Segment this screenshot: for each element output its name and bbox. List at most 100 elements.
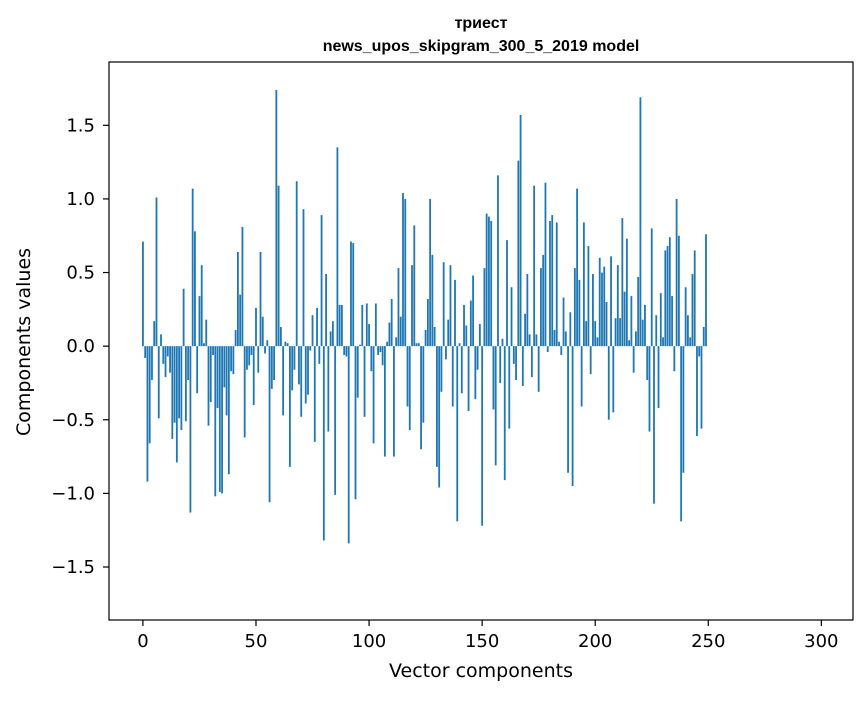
bar <box>162 346 165 364</box>
bar <box>558 341 560 347</box>
bar <box>603 266 606 347</box>
bar <box>449 265 452 347</box>
bar <box>533 185 536 347</box>
bar <box>607 346 610 420</box>
bar <box>372 346 375 444</box>
bar <box>298 346 300 385</box>
bar <box>338 304 341 347</box>
bar <box>440 346 443 392</box>
bar <box>151 346 153 381</box>
bar <box>512 346 515 364</box>
bar <box>605 301 608 347</box>
bar <box>506 240 508 347</box>
bar <box>370 346 373 372</box>
bar <box>625 238 628 347</box>
bar <box>277 185 280 347</box>
bar <box>655 315 658 347</box>
bar <box>155 197 158 347</box>
bar <box>273 346 275 381</box>
bar <box>684 287 687 347</box>
bar <box>309 346 312 351</box>
bar <box>637 276 640 347</box>
bar <box>171 346 174 439</box>
bar <box>399 316 402 347</box>
bar <box>693 250 696 347</box>
bar <box>374 303 377 347</box>
bar <box>187 346 190 381</box>
bar <box>268 346 271 503</box>
x-tick-label: 200 <box>578 631 612 652</box>
bar <box>144 346 147 358</box>
bar <box>148 346 151 444</box>
bar <box>408 346 411 431</box>
bar <box>191 188 194 347</box>
bar <box>497 175 499 347</box>
bar <box>553 329 556 347</box>
bar <box>383 346 386 457</box>
bar <box>481 346 484 526</box>
bar <box>510 287 513 347</box>
bar <box>429 198 432 347</box>
bar <box>653 346 655 504</box>
bar <box>237 251 239 347</box>
bar <box>413 225 416 347</box>
bar <box>592 274 594 347</box>
bar <box>397 268 400 347</box>
x-tick-label: 300 <box>804 631 838 652</box>
bar <box>537 346 540 392</box>
bar <box>363 346 366 417</box>
bar <box>463 304 465 347</box>
bar <box>635 331 637 347</box>
bar <box>415 343 418 347</box>
bar <box>327 346 330 432</box>
bar <box>499 346 502 383</box>
bar <box>682 346 685 473</box>
bar <box>560 346 563 355</box>
bar <box>246 346 248 370</box>
y-tick-label: 0.0 <box>66 336 95 357</box>
bar <box>616 265 619 347</box>
bar <box>214 346 217 497</box>
bar <box>207 346 210 426</box>
x-tick-label: 100 <box>352 631 386 652</box>
bar <box>598 257 601 347</box>
bar <box>442 262 445 347</box>
bar <box>526 274 529 347</box>
bar <box>142 241 144 347</box>
bar <box>361 304 364 347</box>
bar <box>261 316 264 347</box>
bar <box>454 279 456 347</box>
bar <box>336 147 339 347</box>
bar <box>476 346 479 370</box>
bar <box>402 193 404 347</box>
bar <box>503 346 506 481</box>
chart-title-line-1: триест <box>455 15 508 32</box>
bar <box>252 346 255 406</box>
bar <box>494 346 497 466</box>
bar <box>671 296 673 347</box>
bar <box>451 346 454 407</box>
bar <box>492 346 495 410</box>
bar <box>286 343 289 347</box>
bar <box>205 319 208 347</box>
bar <box>639 97 642 347</box>
bar <box>259 251 262 347</box>
bars-group <box>142 89 707 544</box>
bar <box>501 338 504 347</box>
bar <box>650 228 653 347</box>
bar <box>216 346 219 408</box>
bar <box>390 299 393 347</box>
bar <box>223 346 226 388</box>
bar <box>546 346 549 353</box>
bar <box>352 243 355 347</box>
bar <box>153 321 156 347</box>
bar <box>460 346 463 394</box>
bar <box>465 325 468 347</box>
bar <box>445 346 447 360</box>
bar <box>221 346 223 494</box>
bar <box>585 321 588 347</box>
bar <box>528 334 531 347</box>
bar <box>234 329 237 347</box>
bar <box>196 346 199 394</box>
bar <box>325 274 327 347</box>
